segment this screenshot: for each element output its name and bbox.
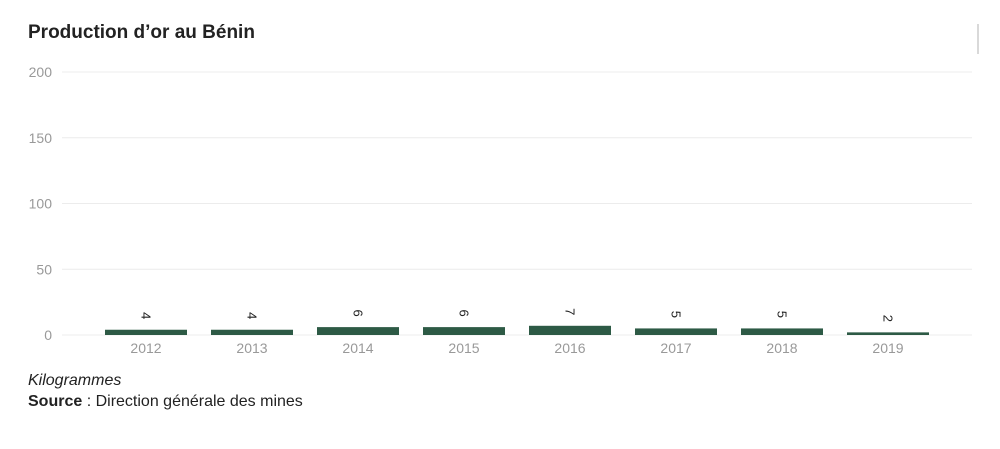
bar-2017	[635, 328, 717, 335]
y-tick-label: 150	[29, 130, 53, 146]
x-tick-label: 2016	[554, 340, 585, 356]
chart-footer: Kilogrammes Source : Direction générale …	[28, 370, 303, 412]
x-tick-label: 2019	[872, 340, 903, 356]
source-line: Source : Direction générale des mines	[28, 393, 303, 410]
data-label: 5	[669, 311, 684, 318]
source-label: Source	[28, 393, 83, 410]
unit-label: Kilogrammes	[28, 372, 122, 389]
bar-2018	[741, 328, 823, 335]
y-tick-label: 100	[29, 196, 53, 212]
y-tick-label: 50	[36, 261, 52, 277]
data-label: 6	[351, 309, 366, 316]
x-tick-label: 2012	[130, 340, 161, 356]
y-tick-label: 200	[29, 64, 53, 80]
data-label: 4	[139, 312, 154, 319]
chart-title: Production d’or au Bénin	[28, 22, 255, 43]
bars	[105, 325, 929, 335]
bar-2015	[423, 327, 505, 335]
data-labels: 4 4 6 6 7 5 5 2	[139, 308, 896, 322]
bar-2012	[105, 329, 187, 335]
scrollbar-edge	[977, 24, 979, 54]
x-axis: 2012 2013 2014 2015 2016 2017 2018 2019	[130, 340, 903, 356]
bar-2016	[529, 325, 611, 335]
data-label: 7	[563, 308, 578, 315]
bar-2014	[317, 327, 399, 335]
y-tick-label: 0	[44, 327, 52, 343]
bar-2019	[847, 332, 929, 335]
source-text: : Direction générale des mines	[82, 393, 303, 410]
x-tick-label: 2014	[342, 340, 373, 356]
data-label: 2	[881, 315, 896, 322]
x-tick-label: 2018	[766, 340, 797, 356]
y-axis: 0 50 100 150 200	[29, 64, 53, 343]
data-label: 6	[457, 309, 472, 316]
x-tick-label: 2013	[236, 340, 267, 356]
grid-layer	[62, 71, 972, 336]
bar-2013	[211, 329, 293, 335]
data-label: 4	[245, 312, 260, 319]
x-tick-label: 2015	[448, 340, 479, 356]
data-label: 5	[775, 311, 790, 318]
x-tick-label: 2017	[660, 340, 691, 356]
